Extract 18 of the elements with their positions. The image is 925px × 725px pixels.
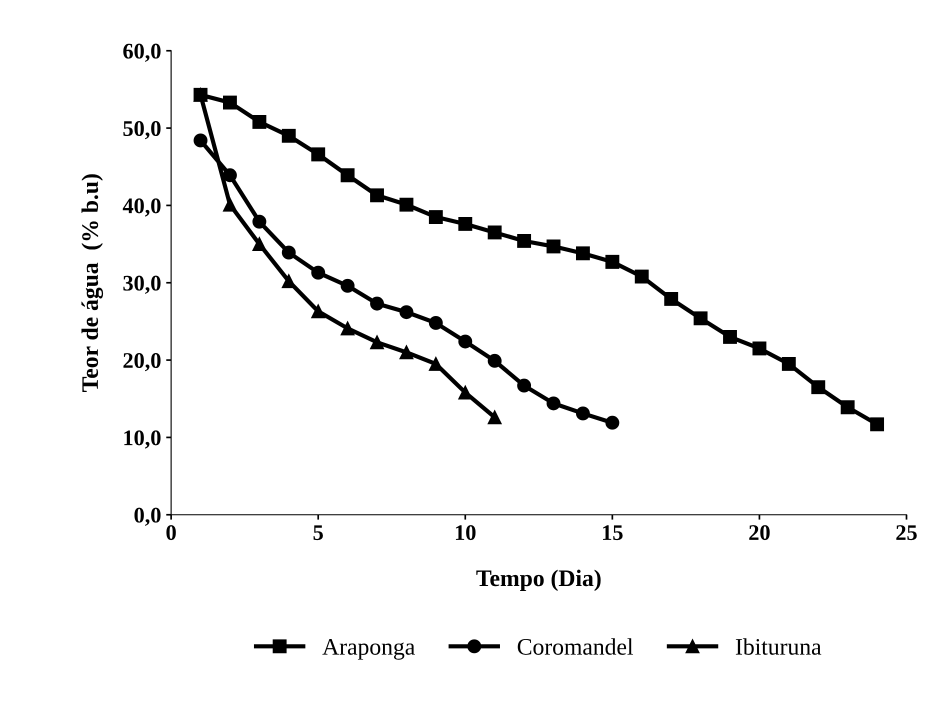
x-tick-label: 10 — [456, 525, 476, 540]
x-tick-label: 0 — [166, 525, 176, 540]
legend-label: Araponga — [322, 639, 415, 660]
y-tick-label: 30,0 — [123, 276, 161, 294]
y-tick-label: 20,0 — [123, 353, 161, 372]
y-axis-title: Teor de água (% b.u) — [81, 174, 104, 392]
x-tick-label: 15 — [603, 525, 623, 540]
x-tick-label: 5 — [314, 525, 323, 540]
y-tick-label: 60,0 — [123, 44, 161, 62]
y-tick-label: 40,0 — [122, 198, 161, 217]
x-tick-label: 20 — [749, 525, 770, 540]
x-tick-label: 25 — [896, 525, 917, 540]
legend-label: Coromandel — [518, 638, 634, 655]
y-tick-label: 0,0 — [134, 508, 161, 526]
y-tick-label: 10,0 — [124, 430, 161, 449]
legend-label: Ibituruna — [736, 638, 822, 655]
y-tick-label: 50,0 — [123, 121, 161, 140]
x-axis-title: Tempo (Dia) — [476, 570, 601, 592]
